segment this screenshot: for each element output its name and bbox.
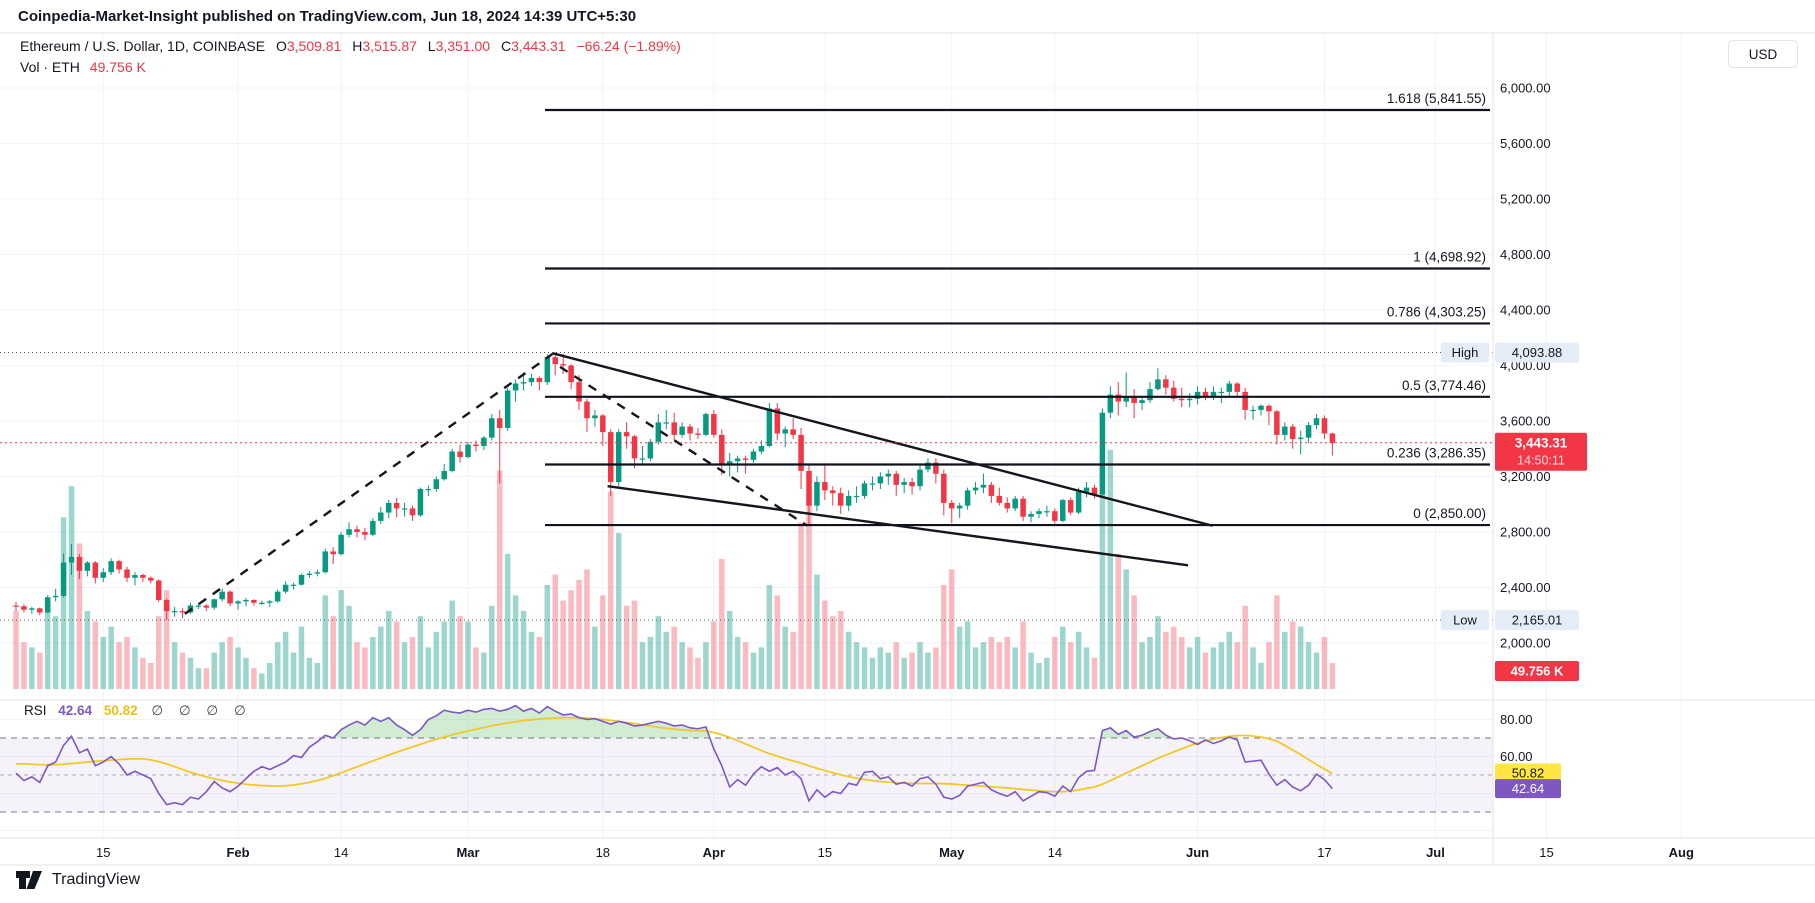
time-tick-label: 15 [1539, 845, 1553, 860]
time-tick-label: 14 [334, 845, 348, 860]
svg-text:60.00: 60.00 [1500, 749, 1533, 764]
open-value: 3,509.81 [286, 38, 342, 54]
footer: TradingView [15, 869, 140, 891]
volume-value: 49.756 K [89, 59, 146, 75]
low-marker-label [1441, 610, 1489, 631]
time-tick-label: 18 [596, 845, 610, 860]
fib-label: 0.5 (3,774.46) [1402, 378, 1486, 393]
grid-lines [0, 33, 1682, 838]
currency-label: USD [1748, 46, 1778, 62]
currency-toggle-button[interactable]: USD [1728, 40, 1798, 68]
descending-dashed [559, 365, 809, 527]
time-tick-label: Mar [456, 845, 479, 860]
svg-text:5,600.00: 5,600.00 [1500, 136, 1551, 151]
fib-label: 0 (2,850.00) [1413, 506, 1486, 521]
close-key: C [500, 38, 512, 54]
rsi-ma-value: 50.82 [103, 703, 138, 718]
close-value: 3,443.31 [511, 38, 566, 54]
svg-text:4,800.00: 4,800.00 [1500, 247, 1551, 262]
fib-retracement[interactable]: 1.618 (5,841.55) 1 (4,698.92) 0.786 (4,303… [545, 91, 1490, 527]
time-tick-label: Jun [1186, 845, 1209, 860]
svg-text:3,443.31: 3,443.31 [1515, 436, 1568, 451]
rsi-label: RSI [24, 703, 47, 718]
svg-text:49.756 K: 49.756 K [1511, 664, 1564, 679]
fib-label: 1.618 (5,841.55) [1387, 91, 1486, 106]
time-axis[interactable]: 15 Feb 14 Mar 18 Apr 15 May 14 Jun 17 Jul 15 Aug [96, 845, 1694, 860]
volume-series [13, 449, 1336, 689]
time-tick-label: 15 [96, 845, 110, 860]
svg-text:3,200.00: 3,200.00 [1500, 469, 1551, 484]
wedge-upper [552, 352, 1213, 527]
svg-text:4,400.00: 4,400.00 [1500, 303, 1551, 318]
time-tick-label: Jul [1426, 845, 1445, 860]
fib-label: 0.786 (4,303.25) [1387, 304, 1486, 319]
symbol-legend[interactable]: Ethereum / U.S. Dollar, 1D, COINBASE O3,… [20, 38, 681, 54]
low-marker-badge [1495, 610, 1579, 631]
low-key: L [427, 38, 436, 54]
tradingview-logo-icon[interactable] [15, 869, 45, 891]
svg-text:5,200.00: 5,200.00 [1500, 192, 1551, 207]
high-value: 3,515.87 [362, 38, 417, 54]
open-key: O [275, 38, 287, 54]
high-key: H [352, 38, 363, 54]
time-tick-label: May [939, 845, 965, 860]
trend-lines[interactable] [184, 352, 1213, 615]
svg-text:High: High [1452, 345, 1479, 360]
low-value: 3,351.00 [435, 38, 491, 54]
rsi-badge [1495, 779, 1561, 799]
time-tick-label: 17 [1317, 845, 1331, 860]
svg-text:42.64: 42.64 [1512, 781, 1545, 796]
publish-title: Coinpedia-Market-Insight published on Tr… [18, 8, 637, 25]
symbol-name: Ethereum / U.S. Dollar, 1D, COINBASE [20, 38, 266, 54]
price-axis[interactable]: 6,000.00 5,600.00 5,200.00 4,800.00 4,400.00… [0, 81, 1587, 799]
rsi-ma-badge [1495, 763, 1561, 783]
svg-text:2,000.00: 2,000.00 [1500, 636, 1551, 651]
high-low-lines [0, 351, 1493, 621]
rsi-value: 42.64 [58, 703, 93, 718]
time-tick-label: Apr [703, 845, 725, 860]
fib-label: 1 (4,698.92) [1413, 250, 1486, 265]
pane-borders [0, 32, 1815, 866]
svg-text:3,600.00: 3,600.00 [1500, 414, 1551, 429]
ascending-dashed [184, 352, 554, 615]
high-marker-badge [1495, 342, 1579, 363]
svg-text:4,093.88: 4,093.88 [1512, 345, 1563, 360]
svg-text:14:50:11: 14:50:11 [1517, 454, 1565, 468]
svg-text:2,800.00: 2,800.00 [1500, 525, 1551, 540]
svg-text:Low: Low [1453, 613, 1477, 628]
svg-text:2,400.00: 2,400.00 [1500, 580, 1551, 595]
rsi-empty-inputs: ∅ ∅ ∅ ∅ [151, 703, 252, 718]
svg-text:50.82: 50.82 [1512, 765, 1545, 780]
time-tick-label: 15 [818, 845, 832, 860]
svg-text:2,165.01: 2,165.01 [1512, 613, 1563, 628]
change-value: −66.24 (−1.89%) [576, 38, 681, 54]
svg-text:6,000.00: 6,000.00 [1500, 81, 1551, 96]
rsi-legend[interactable]: RSI 42.64 50.82 ∅ ∅ ∅ ∅ [24, 703, 252, 719]
wedge-lower [607, 485, 1189, 567]
last-volume-badge [1495, 661, 1579, 681]
time-tick-label: Aug [1669, 845, 1694, 860]
fib-label: 0.236 (3,286.35) [1387, 446, 1486, 461]
svg-text:80.00: 80.00 [1500, 712, 1533, 727]
time-tick-label: Feb [226, 845, 249, 860]
volume-label: Vol · ETH [20, 59, 80, 75]
candlestick-series [13, 352, 1336, 621]
tradingview-brand-text[interactable]: TradingView [52, 871, 141, 888]
high-marker-label [1441, 342, 1489, 363]
volume-legend[interactable]: Vol · ETH 49.756 K [20, 59, 146, 75]
rsi-pane [0, 704, 1493, 813]
last-price-badge [1495, 432, 1587, 471]
time-tick-label: 14 [1048, 845, 1062, 860]
